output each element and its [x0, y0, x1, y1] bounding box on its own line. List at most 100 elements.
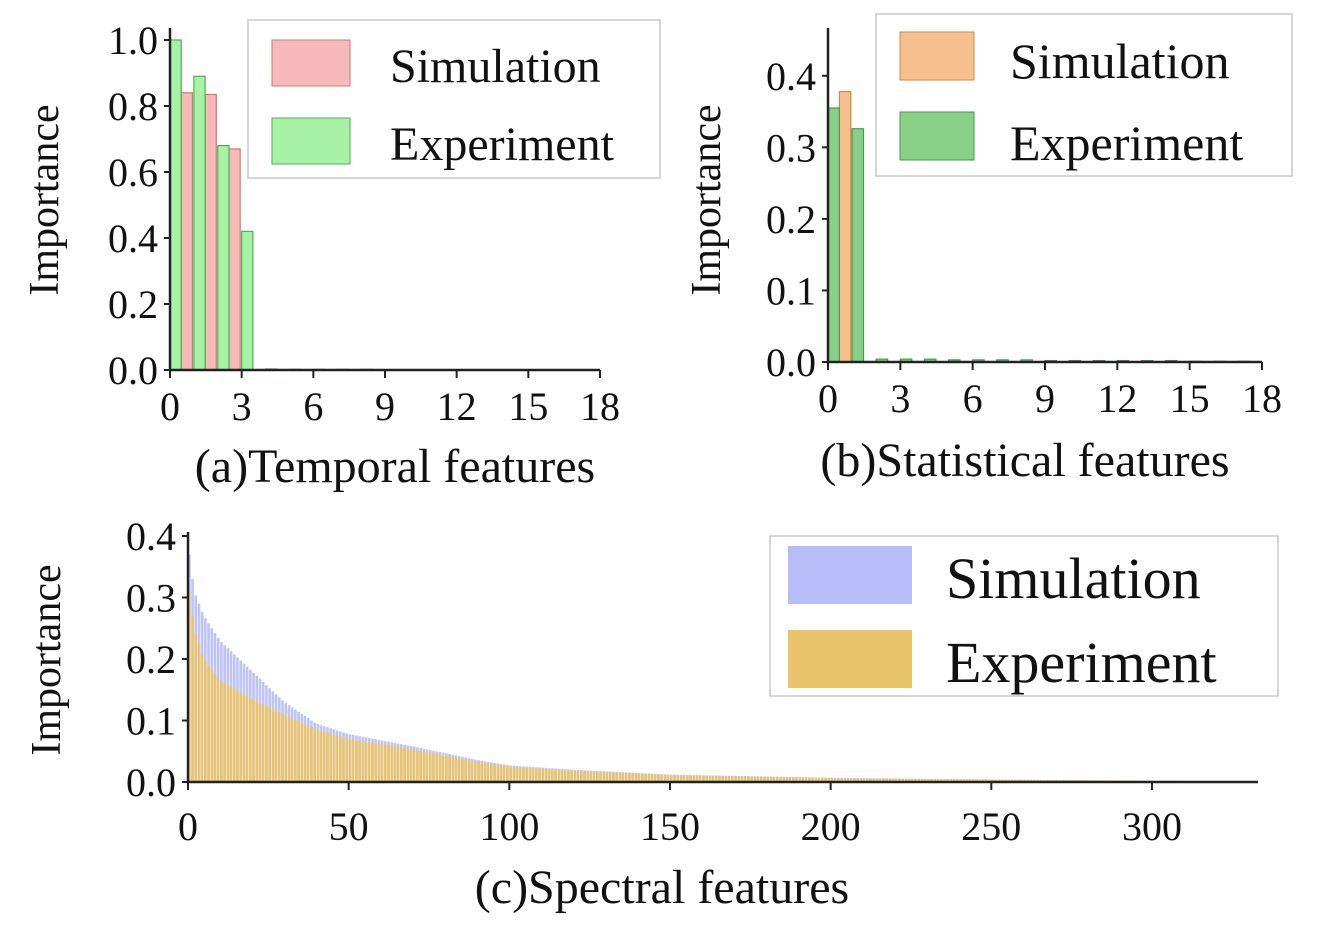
spectral-bar-experiment-3 [197, 643, 201, 782]
spectral-bar-experiment-209 [859, 778, 863, 782]
spectral-bar-experiment-117 [563, 770, 567, 782]
spectral-y-tick-label: 0.1 [126, 699, 176, 744]
spectral-bar-experiment-63 [390, 745, 394, 782]
temporal-legend-label-simulation: Simulation [390, 40, 601, 93]
spectral-x-tick-label: 150 [640, 804, 700, 849]
spectral-bar-experiment-71 [416, 750, 419, 782]
spectral-bar-experiment-70 [412, 749, 416, 782]
spectral-bar-experiment-74 [425, 752, 429, 782]
spectral-caption: (c)Spectral features [475, 861, 849, 914]
spectral-bar-experiment-16 [239, 692, 243, 782]
spectral-bar-experiment-9 [216, 678, 220, 782]
spectral-bar-experiment-73 [422, 751, 426, 782]
temporal-y-axis-title: Importance [22, 104, 68, 295]
spectral-bar-experiment-136 [624, 773, 628, 782]
spectral-bar-experiment-24 [265, 705, 268, 782]
statistical-bar-experiment-0 [827, 107, 840, 363]
spectral-bar-experiment-64 [393, 746, 397, 782]
spectral-bar-experiment-122 [580, 771, 583, 782]
spectral-bar-experiment-12 [226, 685, 230, 782]
spectral-bar-experiment-139 [634, 773, 638, 782]
spectral-bar-experiment-210 [862, 778, 866, 782]
spectral-bar-experiment-221 [898, 778, 901, 782]
spectral-bar-experiment-223 [904, 778, 908, 782]
spectral-bar-experiment-104 [522, 767, 525, 782]
spectral-bar-experiment-109 [538, 768, 541, 782]
spectral-bar-experiment-28 [277, 712, 281, 782]
spectral-x-tick-label: 50 [329, 804, 369, 849]
spectral-bar-experiment-214 [875, 778, 879, 782]
spectral-bar-experiment-131 [608, 772, 612, 782]
spectral-bar-experiment-110 [541, 768, 545, 782]
spectral-bar-experiment-168 [727, 776, 731, 782]
spectral-bar-experiment-188 [792, 777, 795, 782]
spectral-bar-experiment-213 [872, 778, 876, 782]
temporal-x-tick-label: 9 [375, 384, 395, 429]
spectral-bar-experiment-62 [387, 745, 390, 782]
statistical-y-tick-label: 0.0 [766, 340, 816, 385]
spectral-bar-experiment-247 [981, 779, 985, 782]
spectral-bar-experiment-147 [660, 774, 663, 782]
spectral-bar-experiment-232 [933, 779, 937, 782]
spectral-bar-experiment-170 [734, 776, 737, 782]
spectral-bar-experiment-222 [901, 778, 904, 782]
spectral-bar-experiment-48 [342, 737, 345, 782]
spectral-bar-experiment-119 [570, 770, 573, 782]
spectral-bar-experiment-191 [801, 777, 805, 782]
spectral-bar-experiment-77 [435, 754, 439, 782]
spectral-bar-experiment-52 [355, 740, 358, 782]
temporal-bar-simulation-1 [204, 93, 217, 371]
spectral-bar-experiment-2 [194, 633, 198, 782]
spectral-bar-experiment-58 [374, 743, 377, 782]
temporal-x-tick-label: 0 [160, 384, 180, 429]
spectral-bar-experiment-216 [882, 778, 885, 782]
spectral-bar-experiment-112 [547, 769, 551, 782]
spectral-bar-experiment-189 [795, 777, 798, 782]
statistical-bar-simulation-0 [838, 90, 852, 363]
spectral-bar-experiment-60 [380, 744, 384, 782]
spectral-bar-experiment-114 [554, 769, 557, 782]
spectral-bar-experiment-237 [949, 779, 953, 782]
statistical-x-tick-label: 15 [1170, 376, 1210, 421]
spectral-bar-experiment-201 [833, 778, 837, 782]
spectral-bar-experiment-84 [457, 758, 461, 782]
spectral-bar-experiment-175 [750, 776, 753, 782]
spectral-bar-experiment-146 [657, 774, 660, 782]
spectral-bar-experiment-226 [914, 778, 917, 782]
statistical-y-tick-label: 0.2 [766, 197, 816, 242]
spectral-bar-experiment-166 [721, 776, 725, 782]
spectral-bar-experiment-140 [637, 773, 641, 782]
temporal-x-tick-label: 18 [580, 384, 620, 429]
spectral-bar-experiment-235 [943, 779, 946, 782]
spectral-bar-experiment-128 [599, 772, 602, 782]
spectral-bar-experiment-80 [445, 755, 448, 782]
statistical-y-tick-label: 0.3 [766, 125, 816, 170]
statistical-x-tick-label: 12 [1097, 376, 1137, 421]
spectral-bar-experiment-157 [692, 775, 696, 782]
panel-statistical-features: 0.0 0.1 0.2 0.3 0.4 0 3 6 9 12 15 18 Importance (b)… [684, 13, 1293, 487]
spectral-bar-experiment-234 [939, 779, 943, 782]
spectral-bar-experiment-27 [274, 710, 278, 782]
temporal-x-tick-label: 3 [232, 384, 252, 429]
spectral-bar-experiment-54 [361, 741, 365, 782]
spectral-bar-experiment-184 [779, 777, 782, 782]
temporal-legend-swatch-simulation [271, 39, 351, 87]
spectral-bar-experiment-185 [782, 777, 786, 782]
spectral-bar-experiment-40 [316, 730, 320, 782]
spectral-bar-experiment-190 [798, 777, 802, 782]
spectral-bar-experiment-85 [461, 758, 464, 782]
temporal-bar-experiment-3 [241, 230, 254, 371]
spectral-bar-experiment-31 [287, 716, 291, 782]
panel-spectral-features: 0.0 0.1 0.2 0.3 0.4 0 50 100 150 200 250 300 Import… [24, 514, 1279, 914]
spectral-bar-experiment-163 [711, 776, 715, 782]
spectral-bar-experiment-18 [245, 696, 249, 782]
spectral-bar-experiment-183 [776, 777, 779, 782]
spectral-bar-experiment-156 [689, 775, 692, 782]
spectral-bar-experiment-138 [631, 773, 635, 782]
spectral-bar-experiment-204 [843, 778, 847, 782]
spectral-bar-experiment-102 [515, 767, 519, 782]
spectral-bar-experiment-229 [923, 779, 927, 782]
statistical-legend-label-experiment: Experiment [1010, 115, 1243, 171]
spectral-bar-experiment-36 [303, 724, 307, 782]
spectral-bar-experiment-202 [837, 778, 840, 782]
